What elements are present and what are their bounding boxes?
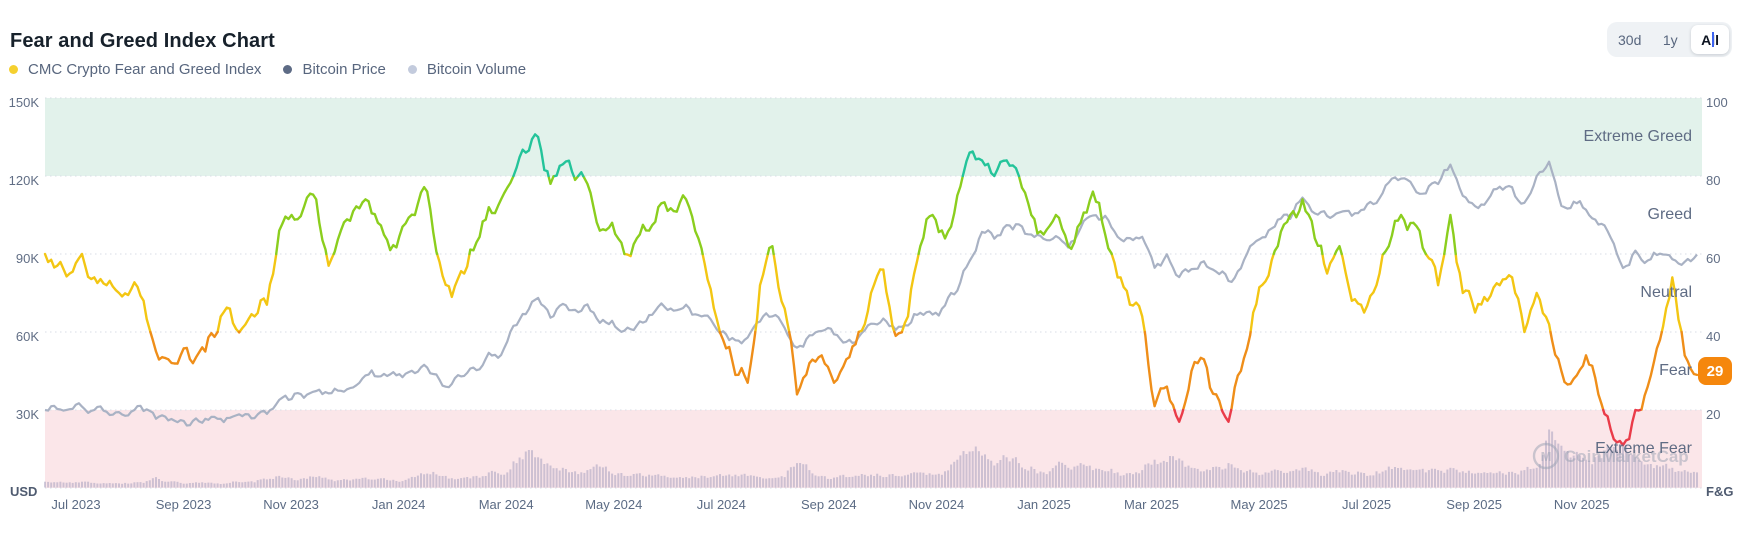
x-axis-tick-sep-2023: Sep 2023	[155, 497, 212, 512]
chart-legend: CMC Crypto Fear and Greed Index Bitcoin …	[9, 61, 526, 78]
range-button-all-label: All	[1701, 31, 1719, 48]
right-axis-tick-80: 80	[1706, 173, 1721, 188]
coinmarketcap-logo-icon	[1532, 442, 1560, 470]
x-axis-tick-jan-2024: Jan 2024	[371, 497, 426, 512]
legend-dot-bitcoin-volume-icon	[407, 65, 417, 74]
x-axis-tick-may-2024: May 2024	[585, 497, 643, 512]
fear-greed-line-segment	[43, 252, 1683, 334]
x-axis-tick-jan-2025: Jan 2025	[1017, 497, 1071, 512]
x-axis-tick-jul-2024: Jul 2024	[696, 497, 746, 512]
left-axis-tick-90K: 90K	[15, 251, 39, 266]
current-index-badge: 29	[1698, 357, 1732, 385]
page-title: Fear and Greed Index Chart	[10, 30, 275, 52]
bitcoin-price-line	[44, 160, 1698, 427]
x-axis-tick-jul-2025: Jul 2025	[1342, 497, 1392, 512]
left-axis-tick-60K: 60K	[15, 329, 39, 344]
zone-label-greed: Greed	[1647, 206, 1692, 223]
x-axis-tick-mar-2024: Mar 2024	[478, 497, 534, 512]
x-axis-tick-sep-2024: Sep 2024	[801, 497, 857, 512]
fear-greed-line-segment	[1173, 408, 1642, 447]
x-axis-tick-nov-2024: Nov 2024	[908, 497, 965, 512]
right-axis-tick-60: 60	[1706, 251, 1721, 266]
legend-dot-fear-greed-icon	[9, 65, 18, 74]
legend-label: Bitcoin Volume	[426, 61, 527, 78]
zone-label-extreme-greed: Extreme Greed	[1583, 128, 1692, 145]
legend-label: CMC Crypto Fear and Greed Index	[28, 61, 262, 78]
legend-item-bitcoin-price[interactable]: Bitcoin Price	[283, 61, 386, 78]
range-button-all[interactable]: All	[1691, 25, 1729, 54]
x-axis-tick-mar-2025: Mar 2025	[1124, 497, 1179, 512]
range-button-30d[interactable]: 30d	[1610, 25, 1649, 54]
legend-item-bitcoin-volume[interactable]: Bitcoin Volume	[407, 61, 527, 78]
left-axis-unit-label: USD	[10, 484, 38, 499]
x-axis-tick-sep-2025: Sep 2025	[1446, 497, 1502, 512]
left-axis-tick-120K: 120K	[8, 173, 39, 188]
range-button-1y[interactable]: 1y	[1655, 25, 1686, 54]
zone-label-fear: Fear	[1659, 362, 1692, 379]
right-axis-tick-20: 20	[1706, 407, 1721, 422]
legend-dot-bitcoin-price-icon	[283, 65, 293, 74]
coinmarketcap-watermark: M CoinMarketCap	[1532, 442, 1689, 470]
legend-label: Bitcoin Price	[302, 61, 386, 78]
right-axis-tick-100: 100	[1706, 95, 1728, 110]
band-extreme-greed	[45, 98, 1702, 176]
watermark-m-glyph: M	[1541, 449, 1552, 464]
left-axis-tick-30K: 30K	[15, 407, 39, 422]
fear-greed-line-segment	[275, 174, 1457, 256]
zone-label-neutral: Neutral	[1640, 284, 1692, 301]
x-axis-tick-nov-2025: Nov 2025	[1553, 497, 1610, 512]
x-axis-tick-may-2025: May 2025	[1230, 497, 1288, 512]
watermark-text: CoinMarketCap	[1564, 447, 1689, 466]
x-axis-tick-nov-2023: Nov 2023	[263, 497, 319, 512]
text-cursor	[1712, 32, 1715, 47]
legend-item-fear-greed-index[interactable]: CMC Crypto Fear and Greed Index	[9, 61, 261, 78]
right-axis-tick-40: 40	[1706, 329, 1721, 344]
zone-label-extreme-fear: Extreme Fear	[1595, 440, 1692, 457]
fear-greed-line-segment	[512, 133, 1021, 178]
left-axis-tick-150K: 150K	[8, 95, 39, 110]
right-axis-unit-label: F&G	[1706, 484, 1734, 499]
fear-greed-line-segment	[149, 330, 1699, 412]
time-range-switcher: 30d 1y All	[1607, 22, 1732, 57]
x-axis-tick-jul-2023: Jul 2023	[51, 497, 101, 512]
